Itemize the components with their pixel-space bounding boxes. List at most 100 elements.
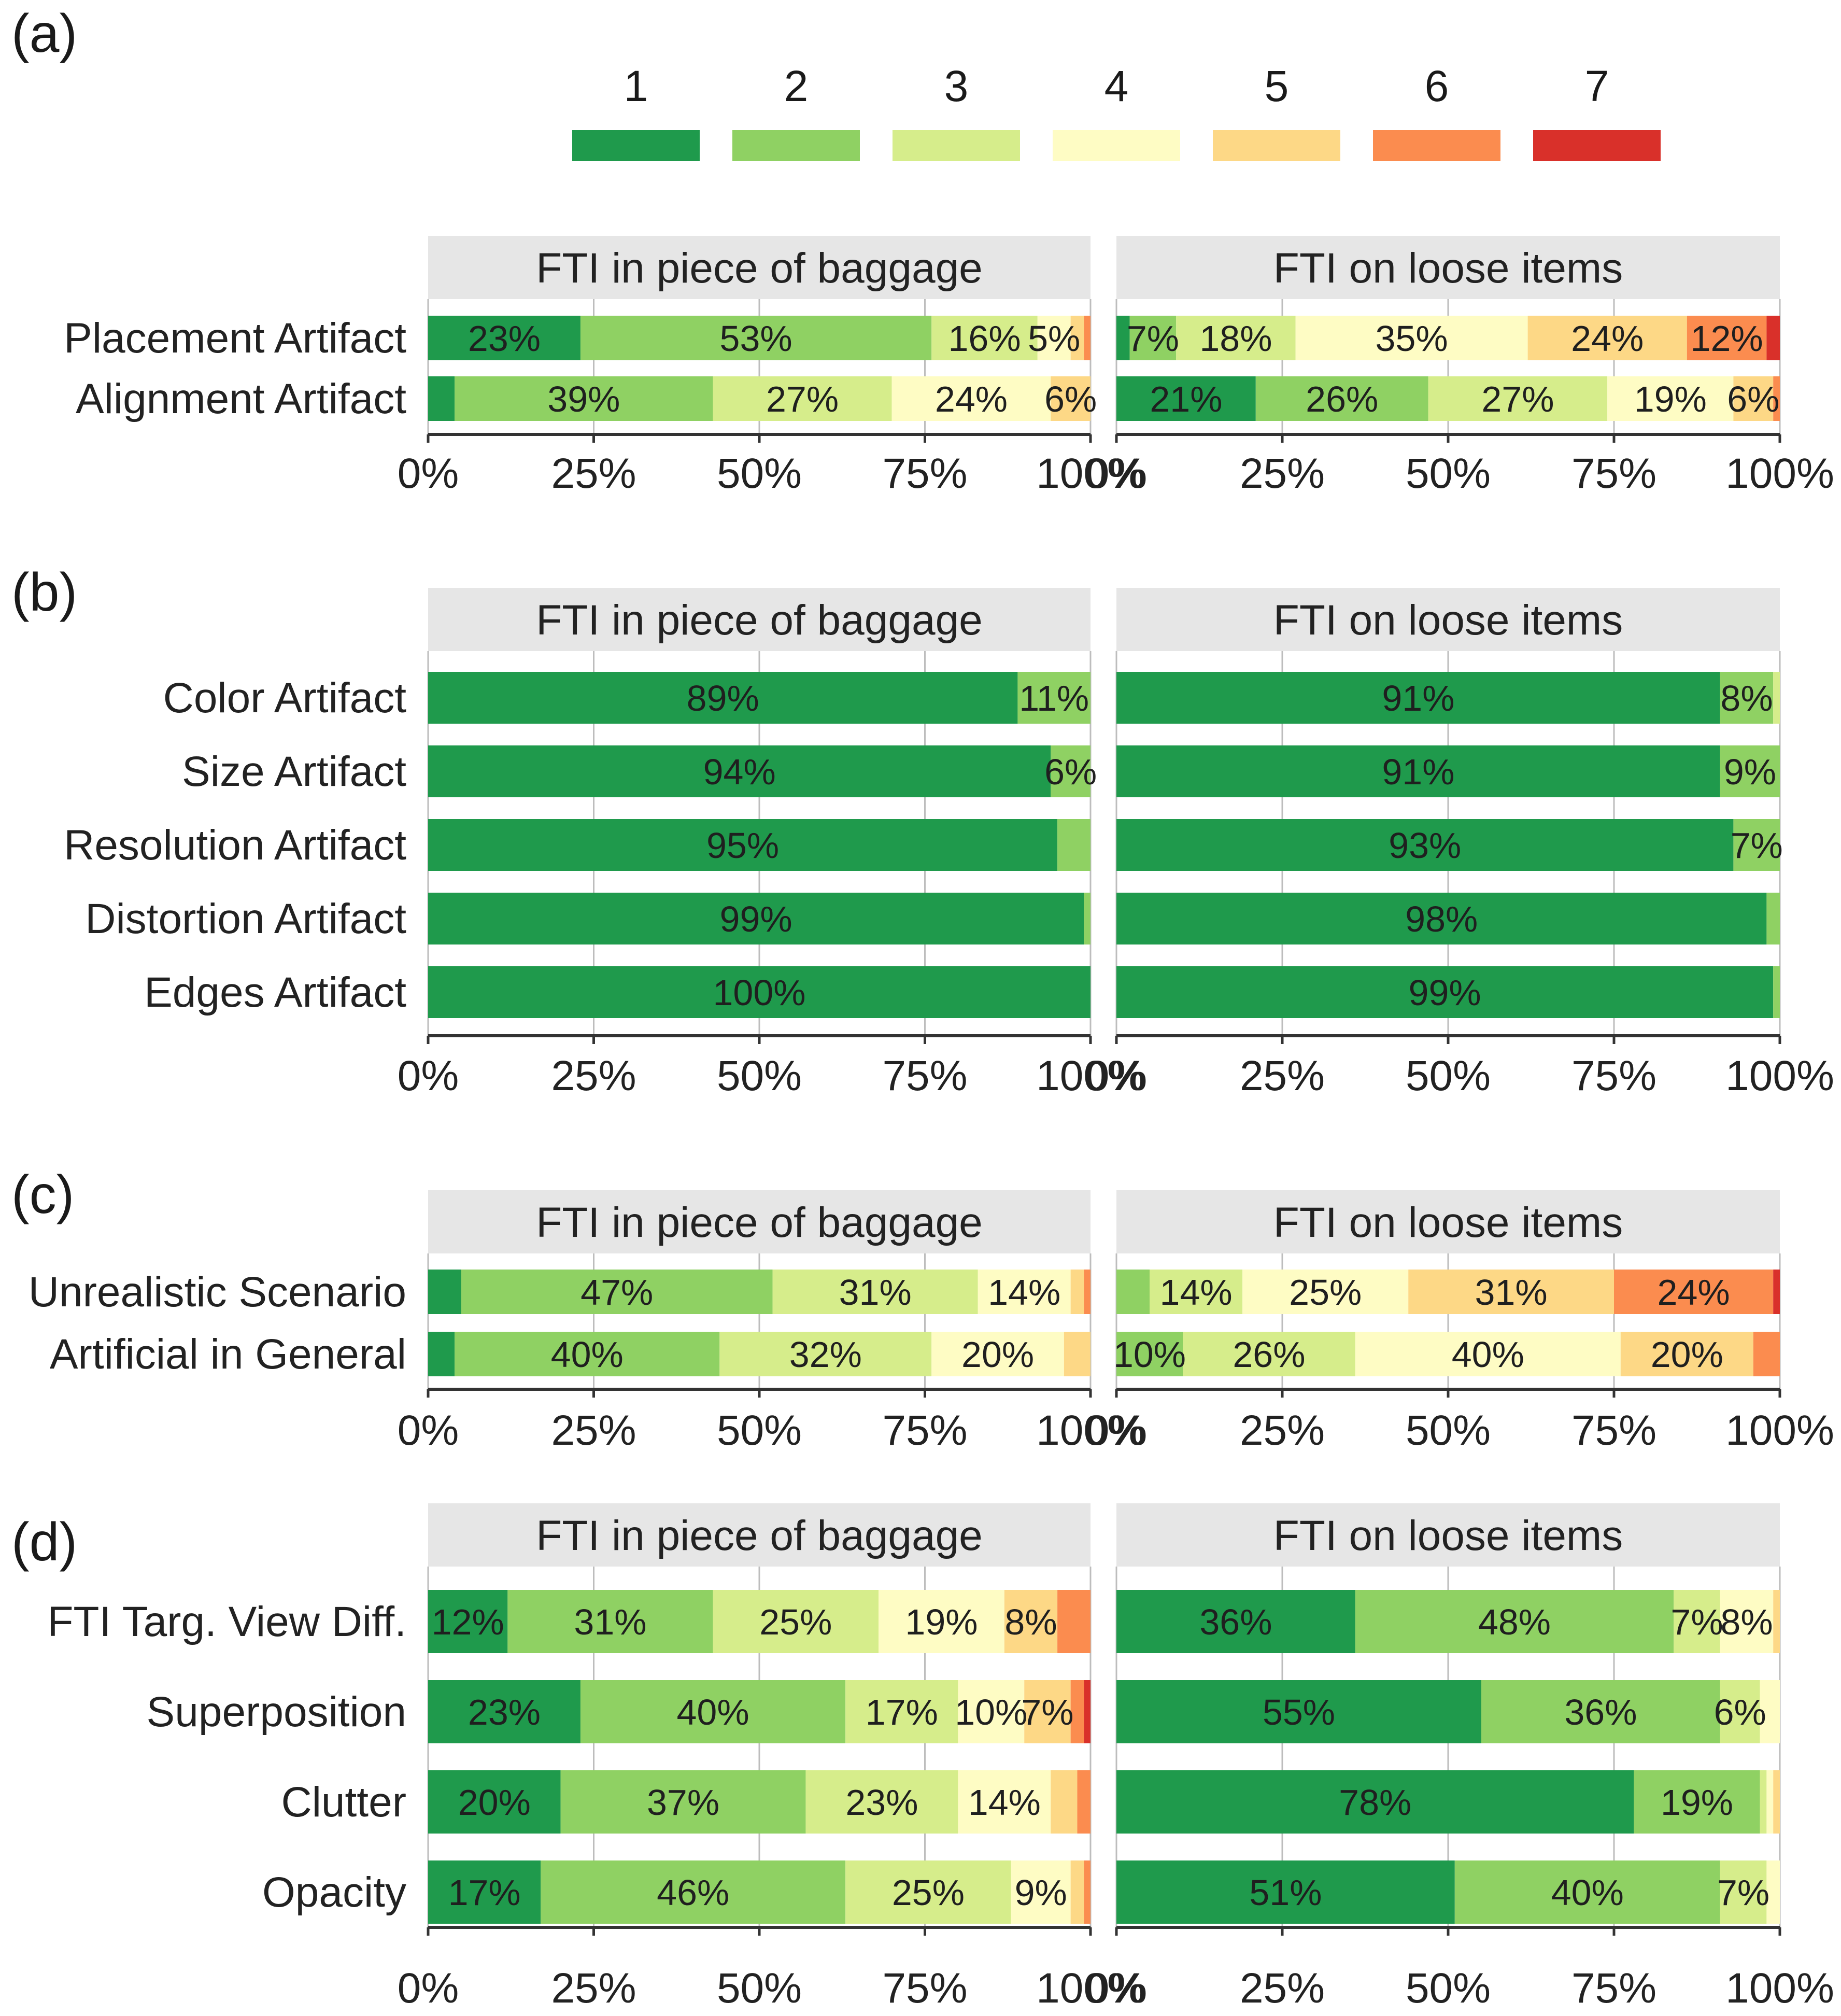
bar-segment [428,1332,455,1376]
row-label: Edges Artifact [144,969,406,1016]
bar-segment [1077,1770,1091,1834]
row-label: Color Artifact [163,674,407,722]
bar-segment [931,316,1038,360]
x-tick-label: 0% [398,1965,459,2012]
data-label: 26% [1306,379,1378,419]
bar-segment [1295,316,1528,360]
bar-segment [1057,1590,1091,1653]
legend-label: 6 [1425,62,1449,110]
facet-strip [428,236,1091,299]
bar-row: 39% 27% 24% 6% [428,376,1097,421]
legend-label: 4 [1104,62,1129,110]
facet-title: FTI on loose items [1273,597,1623,644]
bar-row: 89% 11% [428,672,1091,724]
data-label: 27% [1481,379,1554,419]
bar-segment [1773,1770,1780,1834]
bar-segment [845,1860,1011,1924]
row-label: Size Artifact [182,748,406,795]
bar-segment [428,966,1091,1018]
bar-segment [1017,672,1091,724]
bar-row: 51% 40% 7% [1116,1860,1780,1924]
bar-segment [1687,316,1767,360]
data-label: 19% [905,1602,978,1642]
x-tick-label: 75% [882,1407,967,1454]
data-label: 89% [687,678,759,718]
x-tick-label: 50% [717,450,802,497]
x-tick-label: 0% [398,450,459,497]
x-tick-label: 75% [1571,1052,1656,1099]
data-label: 7% [1127,318,1179,359]
bar-segment [428,1770,561,1834]
data-label: 6% [1044,379,1097,419]
bar-segment [1634,1770,1760,1834]
x-tick-label: 100% [1725,450,1834,497]
bar-segment [1064,1332,1091,1376]
bar-segment [1454,1860,1720,1924]
x-tick-label: 75% [882,1965,967,2012]
bar-row: 99% [428,893,1091,944]
data-label: 100% [713,972,805,1013]
data-label: 99% [1409,972,1481,1013]
data-label: 48% [1478,1602,1551,1642]
legend-swatch [572,130,700,161]
row-label: Placement Artifact [64,315,406,362]
data-label: 37% [647,1782,719,1823]
bar-segment [1773,1270,1780,1314]
row-label: Clutter [281,1779,406,1826]
bar-row: 98% [1116,893,1780,944]
legend-label: 2 [784,62,809,110]
data-label: 14% [988,1272,1060,1313]
bar-segment [1116,1270,1150,1314]
data-label: 32% [789,1334,862,1375]
bar-row: 91% 8% [1116,672,1780,724]
bar-segment [1070,1680,1084,1743]
bar-row: 21% 26% 27% 19% 6% [1116,376,1780,421]
legend-swatch [893,130,1020,161]
data-label: 25% [1289,1272,1362,1313]
data-label: 31% [839,1272,912,1313]
bar-segment [719,1332,932,1376]
bar-segment [1116,1860,1455,1924]
x-tick-label: 25% [551,1052,636,1099]
bar-segment [845,1680,958,1743]
bar-segment [1084,1860,1091,1924]
bar-row: 7% 18% 35% 24% 12% [1116,316,1780,360]
bar-segment [1773,966,1780,1018]
data-label: 24% [1571,318,1644,359]
bar-segment [1753,1332,1780,1376]
bar-segment [1766,1860,1780,1924]
bar-segment [1116,1590,1355,1653]
facet-strip [428,588,1091,651]
data-label: 19% [1634,379,1707,419]
legend-label: 1 [624,62,648,110]
bar-segment [1620,1332,1753,1376]
bar-row: 20% 37% 23% 14% [428,1770,1091,1834]
data-label: 5% [1028,318,1080,359]
bar-segment [428,376,455,421]
facet: FTI in piece of baggage 12% 31% 25% 19% 8% 23%… [398,1503,1145,2012]
bar-segment [461,1270,773,1314]
bar-row: 55% 36% 6% [1116,1680,1780,1743]
data-label: 23% [468,318,541,359]
bar-segment [1116,1680,1481,1743]
facet-strip [1116,588,1780,651]
panel-label: (c) [11,1165,74,1225]
bar-segment [1614,1270,1774,1314]
x-tick-label: 75% [1571,1965,1656,2012]
facet-title: FTI on loose items [1273,1199,1623,1246]
data-label: 10% [955,1692,1027,1732]
bar-segment [1720,672,1774,724]
data-label: 23% [845,1782,918,1823]
x-tick-label: 50% [1406,1965,1491,2012]
data-label: 24% [935,379,1008,419]
bar-segment [1116,376,1256,421]
bar-row: 12% 31% 25% 19% 8% [428,1590,1091,1653]
bar-segment [1674,1590,1720,1653]
data-label: 6% [1727,379,1779,419]
x-tick-label: 50% [717,1052,802,1099]
data-label: 26% [1233,1334,1305,1375]
x-tick-label: 100% [1725,1965,1834,2012]
bar-segment [428,819,1058,871]
bar-segment [428,672,1018,724]
bar-segment [1481,1680,1720,1743]
